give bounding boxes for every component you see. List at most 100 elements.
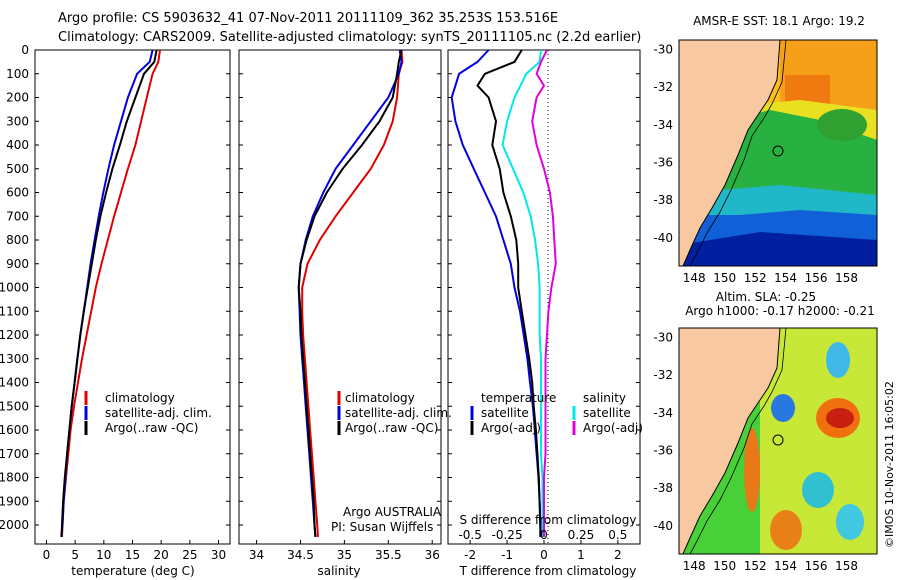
- longitude-tick-label: 150: [713, 271, 736, 285]
- sst-argo-marker: [772, 145, 784, 157]
- depth-tick-label: 1900: [0, 494, 29, 508]
- legend-label-satellite: satellite-adj. clim.: [345, 406, 452, 420]
- latitude-tick-label: -32: [653, 368, 673, 382]
- depth-tick-label: 1700: [0, 447, 29, 461]
- legend-label-climatology: climatology: [105, 391, 175, 405]
- legend-label-s-argo: Argo(-adj): [583, 421, 643, 435]
- latitude-tick-label: -38: [653, 481, 673, 495]
- t-difference-tick-label: 1: [577, 548, 585, 562]
- legend-header-salinity: salinity: [583, 391, 626, 405]
- latitude-tick-label: -36: [653, 155, 673, 169]
- sla-longitude-labels: 148 150 152 154 156 158: [683, 559, 858, 573]
- sst-land: [679, 40, 780, 266]
- longitude-tick-label: 152: [744, 271, 767, 285]
- series-line-satellite-adj-clim-: [60, 50, 154, 537]
- depth-tick-label: 500: [6, 162, 29, 176]
- depth-tick-label: 600: [6, 186, 29, 200]
- sla-latitude-labels: -30 -32 -34 -36 -38 -40: [653, 330, 673, 532]
- sla-land: [679, 328, 780, 554]
- latitude-tick-label: -40: [653, 231, 673, 245]
- credit-pi: PI: Susan Wijffels: [331, 520, 433, 534]
- t-difference-tick-label: -2: [464, 548, 476, 562]
- latitude-tick-label: -36: [653, 443, 673, 457]
- longitude-tick-label: 148: [683, 271, 706, 285]
- depth-tick-label: 0: [21, 43, 29, 57]
- credit-argo-australia: Argo AUSTRALIA: [343, 505, 442, 519]
- s-difference-tick-label: -0.5: [458, 528, 481, 542]
- series-line-climatology: [301, 50, 404, 537]
- depth-tick-label: 700: [6, 209, 29, 223]
- longitude-tick-label: 156: [805, 271, 828, 285]
- temperature-tick-label: 5: [71, 548, 79, 562]
- series-line-satellite-adj-clim-: [297, 50, 403, 537]
- sst-map-title: AMSR-E SST: 18.1 Argo: 19.2: [693, 14, 865, 28]
- series-line-argo-raw-qc-: [297, 50, 403, 537]
- temperature-tick-label: 20: [154, 548, 169, 562]
- difference-legend: temperature salinity satellite Argo(-adj…: [470, 391, 643, 435]
- t-difference-tick-label: 2: [614, 548, 622, 562]
- longitude-tick-label: 156: [805, 559, 828, 573]
- legend-label-satellite: satellite-adj. clim.: [105, 406, 212, 420]
- depth-tick-label: 1000: [0, 281, 29, 295]
- sla-coastline: [682, 328, 781, 554]
- sla-map: [679, 328, 877, 554]
- depth-tick-label: 1200: [0, 328, 29, 342]
- sla-orange-south: [770, 510, 802, 550]
- salinity-series: [297, 50, 404, 537]
- sst-map: [679, 40, 877, 266]
- temperature-tick-label: 25: [182, 548, 197, 562]
- sla-blue-eddy-2: [771, 394, 795, 422]
- sst-latitude-labels: -30 -32 -34 -36 -38 -40: [653, 42, 673, 244]
- temperature-tick-label: 10: [96, 548, 111, 562]
- sla-blue-eddy-1: [826, 342, 850, 378]
- latitude-tick-label: -32: [653, 80, 673, 94]
- latitude-tick-label: -30: [653, 330, 673, 344]
- salinity-legend: climatology satellite-adj. clim. Argo(..…: [337, 391, 452, 435]
- longitude-tick-label: 150: [713, 559, 736, 573]
- depth-tick-label: 1500: [0, 399, 29, 413]
- t-difference-tick-label: 0: [540, 548, 548, 562]
- temperature-axis-label: temperature (deg C): [71, 564, 194, 578]
- legend-label-t-satellite: satellite: [481, 406, 529, 420]
- sla-red-core: [826, 408, 854, 428]
- legend-label-climatology: climatology: [345, 391, 415, 405]
- sla-argo-marker: [772, 434, 784, 446]
- sla-map-frame: [678, 327, 878, 555]
- temperature-tick-label: 0: [43, 548, 51, 562]
- s-difference-axis-label: S difference from climatology: [460, 513, 637, 527]
- longitude-tick-label: 154: [774, 559, 797, 573]
- depth-tick-label: 200: [6, 91, 29, 105]
- sst-deep-blue-zone: [679, 232, 877, 266]
- sla-shelf-contour: [689, 328, 787, 554]
- series-line-climatology: [61, 50, 161, 537]
- sla-cyan-south: [836, 504, 864, 540]
- longitude-tick-label: 158: [835, 271, 858, 285]
- sst-eddy: [817, 109, 867, 141]
- longitude-tick-label: 152: [744, 559, 767, 573]
- t-difference-tick-labels: -2 -1 0 1 2: [464, 548, 621, 562]
- salinity-tick-label: 36: [425, 548, 440, 562]
- salinity-tick-label: 35.5: [375, 548, 402, 562]
- title-line-1: Argo profile: CS 5903632_41 07-Nov-2011 …: [58, 11, 558, 26]
- temperature-panel-frame: [34, 49, 231, 545]
- depth-tick-label: 1600: [0, 423, 29, 437]
- salinity-tick-label: 34.5: [287, 548, 314, 562]
- latitude-tick-label: -38: [653, 193, 673, 207]
- legend-header-temperature: temperature: [481, 391, 556, 405]
- series-line-salinity-satellite: [501, 50, 544, 537]
- legend-label-argo: Argo(..raw -QC): [105, 421, 198, 435]
- sst-coastline: [682, 40, 781, 266]
- legend-label-t-argo: Argo(-adj): [481, 421, 541, 435]
- series-line-temperature-argo-adj-: [476, 50, 542, 537]
- longitude-tick-label: 148: [683, 559, 706, 573]
- depth-tick-label: 400: [6, 138, 29, 152]
- temperature-tick-label: 30: [211, 548, 226, 562]
- s-difference-tick-labels: -0.5 -0.25 0 0.25 0.5: [458, 528, 627, 542]
- salinity-tick-label: 35: [337, 548, 352, 562]
- series-line-salinity-argo-adj-: [531, 50, 557, 537]
- temperature-legend: climatology satellite-adj. clim. Argo(..…: [84, 391, 212, 435]
- depth-tick-label: 900: [6, 257, 29, 271]
- latitude-tick-label: -34: [653, 406, 673, 420]
- imos-watermark: ©IMOS 10-Nov-2011 16:05:02: [883, 381, 896, 548]
